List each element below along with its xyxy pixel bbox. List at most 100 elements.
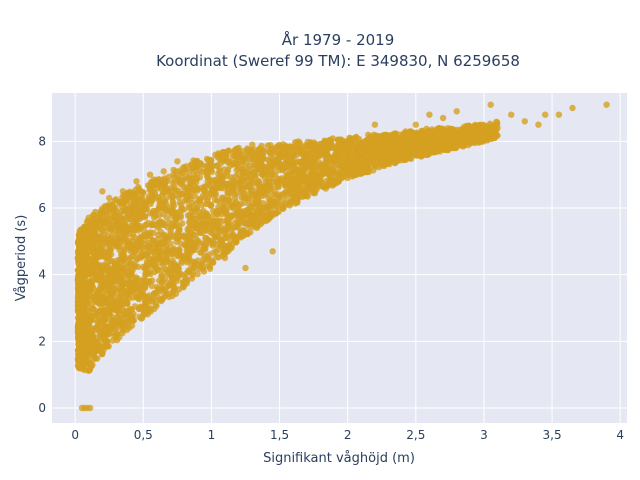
x-axis: 0 0,5 1 1,5 2 2,5 3 3,5 4 (71, 428, 624, 442)
data-point (457, 138, 464, 145)
data-point (224, 166, 232, 174)
data-point (364, 147, 372, 154)
data-point (317, 172, 325, 179)
data-point (215, 254, 222, 261)
data-point (93, 317, 100, 324)
data-point (75, 327, 83, 335)
data-point (170, 166, 177, 174)
data-point (90, 305, 97, 312)
data-point (250, 160, 258, 167)
data-point (108, 258, 116, 265)
data-point (94, 233, 101, 240)
data-point (87, 363, 95, 370)
data-point (292, 169, 299, 177)
data-point (204, 213, 211, 220)
data-point (243, 165, 251, 172)
data-point (91, 296, 99, 303)
x-tick-label: 3,5 (543, 428, 562, 442)
data-point (113, 231, 120, 238)
data-point (221, 226, 229, 233)
data-point (126, 307, 134, 314)
data-point (206, 190, 214, 198)
data-point (113, 273, 120, 280)
data-point (209, 242, 216, 249)
data-point (249, 164, 257, 172)
data-point (521, 118, 528, 125)
data-point (135, 185, 143, 193)
data-point (569, 104, 576, 112)
y-axis-title: Vågperiod (s) (14, 215, 29, 302)
data-point (409, 133, 416, 140)
data-point (269, 248, 276, 255)
data-point (176, 246, 183, 254)
data-point (227, 226, 235, 233)
data-point (195, 224, 203, 232)
data-point (275, 162, 283, 170)
data-point (448, 128, 455, 135)
x-tick-label: 4 (616, 428, 624, 442)
data-point (109, 337, 116, 344)
data-point (90, 340, 97, 347)
data-point (274, 198, 281, 205)
data-point (87, 404, 94, 412)
data-point (146, 171, 154, 178)
data-point (244, 230, 251, 237)
data-point (81, 366, 89, 374)
data-point (310, 188, 318, 196)
data-point (535, 121, 542, 128)
data-point (265, 178, 272, 186)
data-point (354, 143, 361, 151)
data-point (379, 134, 386, 141)
data-point (267, 213, 274, 220)
data-point (104, 262, 111, 269)
data-point (321, 151, 329, 158)
data-point (218, 172, 226, 180)
data-point (117, 297, 124, 304)
data-point (107, 238, 115, 245)
data-point (95, 254, 102, 261)
data-point (311, 159, 319, 166)
data-point (170, 266, 177, 274)
data-point (199, 245, 206, 253)
data-point (174, 187, 182, 194)
data-point (196, 167, 203, 174)
x-tick-label: 1,5 (270, 428, 289, 442)
data-point (416, 143, 423, 151)
data-point (391, 135, 398, 143)
data-point (241, 218, 248, 225)
y-tick-label: 2 (38, 334, 46, 348)
data-point (126, 224, 133, 232)
data-point (327, 144, 334, 151)
data-point (361, 139, 368, 147)
data-point (98, 293, 105, 300)
data-point (283, 169, 290, 177)
data-point (125, 285, 133, 293)
data-point (453, 108, 460, 115)
data-point (185, 253, 193, 260)
data-point (316, 159, 323, 167)
data-point (131, 234, 138, 241)
y-tick-label: 6 (38, 201, 46, 215)
data-point (487, 101, 494, 108)
data-point (297, 159, 304, 167)
data-point (328, 170, 335, 177)
data-point (235, 206, 243, 213)
data-point (235, 165, 242, 172)
data-point (134, 263, 142, 270)
data-point (182, 235, 189, 242)
data-point (198, 184, 206, 191)
data-point (216, 242, 224, 249)
data-point (117, 320, 124, 327)
data-point (115, 236, 122, 244)
data-point (399, 154, 406, 162)
data-point (403, 145, 410, 152)
data-point (280, 144, 288, 151)
chart-title-line-1: År 1979 - 2019 (282, 30, 395, 49)
data-point (151, 289, 158, 297)
data-point (161, 255, 168, 262)
data-point (190, 269, 197, 276)
data-point (149, 277, 156, 284)
data-point (83, 314, 90, 321)
data-point (156, 212, 163, 219)
